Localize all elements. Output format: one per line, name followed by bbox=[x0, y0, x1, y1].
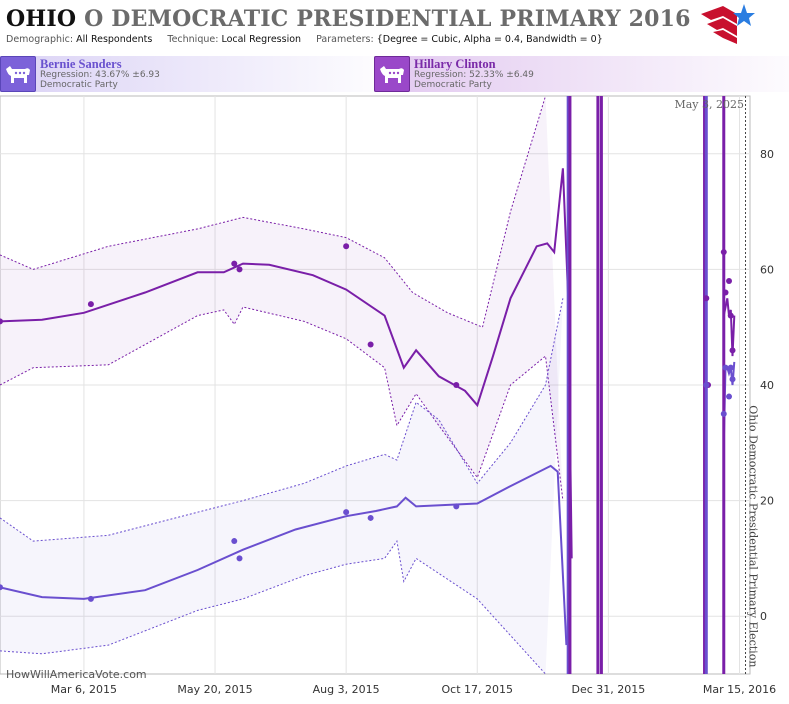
poll-point bbox=[727, 312, 734, 319]
title-rest: O DEMOCRATIC PRESIDENTIAL PRIMARY 2016 bbox=[84, 6, 691, 32]
candidate-party: Democratic Party bbox=[40, 80, 118, 90]
watermark: HowWillAmericaVote.com bbox=[6, 668, 147, 681]
technique-label: Technique: bbox=[167, 34, 219, 45]
poll-point bbox=[87, 595, 94, 602]
candidate-regression: Regression: 43.67% ±6.93 bbox=[40, 70, 160, 80]
poll-point bbox=[236, 555, 243, 562]
x-tick-label: Aug 3, 2015 bbox=[313, 683, 380, 696]
poll-point bbox=[722, 364, 729, 371]
poll-point bbox=[720, 410, 727, 417]
poll-point bbox=[703, 295, 710, 302]
poll-point bbox=[367, 514, 374, 521]
lower-bound-line bbox=[0, 539, 546, 674]
poll-points bbox=[0, 243, 736, 602]
candidate-card-clinton: Hillary Clinton Regression: 52.33% ±6.49… bbox=[374, 56, 789, 92]
x-tick-label: Dec 31, 2015 bbox=[572, 683, 646, 696]
poll-point bbox=[343, 243, 350, 250]
trend-line bbox=[0, 464, 568, 646]
poll-chart: 0 20 40 60 80 Mar 6, 2015 May 20, 2015 Aug 3, 2… bbox=[0, 95, 776, 696]
poll-point bbox=[722, 289, 729, 296]
y-tick-label: 0 bbox=[760, 610, 767, 623]
donkey-icon bbox=[374, 56, 410, 92]
confidence-band bbox=[0, 298, 563, 674]
poll-point bbox=[727, 364, 734, 371]
technique-value: Local Regression bbox=[221, 34, 302, 45]
page-title: OHIO O DEMOCRATIC PRESIDENTIAL PRIMARY 2… bbox=[6, 6, 691, 32]
site-logo bbox=[701, 4, 755, 44]
parameters-label: Parameters: bbox=[316, 34, 374, 45]
chart-header: OHIO O DEMOCRATIC PRESIDENTIAL PRIMARY 2… bbox=[0, 0, 789, 56]
poll-point bbox=[231, 260, 238, 267]
donkey-icon bbox=[0, 56, 36, 92]
chart-parameters: Demographic: All Respondents Technique: … bbox=[6, 34, 615, 45]
event-date-label: May 3, 2025 bbox=[674, 98, 744, 111]
chart-annotations: May 3, 2025 Ohio Democratic Presidential … bbox=[674, 96, 760, 674]
candidate-name: Hillary Clinton bbox=[414, 57, 496, 71]
candidate-name: Bernie Sanders bbox=[40, 57, 122, 71]
y-tick-label: 40 bbox=[760, 379, 774, 392]
upper-bound-line bbox=[0, 96, 546, 328]
demographic-label: Demographic: bbox=[6, 34, 74, 45]
upper-bound-line bbox=[0, 298, 564, 542]
poll-point bbox=[231, 538, 238, 545]
poll-point bbox=[729, 376, 736, 383]
y-tick-label: 20 bbox=[760, 495, 774, 508]
poll-point bbox=[726, 277, 733, 284]
poll-point bbox=[343, 509, 350, 516]
poll-point bbox=[87, 301, 94, 308]
poll-point bbox=[0, 584, 3, 591]
late-trend-line bbox=[722, 361, 736, 443]
chart-grid bbox=[0, 95, 751, 675]
poll-point bbox=[703, 382, 710, 388]
poll-point bbox=[453, 503, 460, 510]
poll-point bbox=[0, 318, 3, 325]
confidence-band bbox=[0, 96, 563, 501]
chart-axes: 0 20 40 60 80 Mar 6, 2015 May 20, 2015 Aug 3, 2… bbox=[51, 148, 776, 696]
x-tick-label: Mar 6, 2015 bbox=[51, 683, 117, 696]
trend-lines bbox=[0, 96, 736, 674]
parameters-value: {Degree = Cubic, Alpha = 0.4, Bandwidth … bbox=[376, 34, 603, 45]
confidence-bands bbox=[0, 96, 564, 674]
lower-bound-line bbox=[0, 306, 564, 501]
poll-point bbox=[367, 341, 374, 348]
poll-point bbox=[453, 382, 460, 388]
x-tick-label: Mar 15, 2016 bbox=[703, 683, 776, 696]
poll-point bbox=[726, 393, 733, 400]
x-tick-label: Oct 17, 2015 bbox=[442, 683, 514, 696]
demographic-value: All Respondents bbox=[76, 34, 153, 45]
election-label: Ohio Democratic Presidential Primary Ele… bbox=[747, 405, 760, 667]
poll-point bbox=[720, 249, 727, 256]
y-tick-label: 80 bbox=[760, 148, 774, 161]
poll-point bbox=[729, 347, 736, 354]
candidate-regression: Regression: 52.33% ±6.49 bbox=[414, 70, 534, 80]
candidate-card-sanders: Bernie Sanders Regression: 43.67% ±6.93 … bbox=[0, 56, 374, 92]
trend-line bbox=[0, 168, 573, 559]
x-tick-label: May 20, 2015 bbox=[177, 683, 252, 696]
candidate-party: Democratic Party bbox=[414, 80, 492, 90]
y-tick-label: 60 bbox=[760, 263, 774, 276]
title-state: OHIO bbox=[6, 6, 77, 32]
poll-point bbox=[236, 266, 243, 273]
